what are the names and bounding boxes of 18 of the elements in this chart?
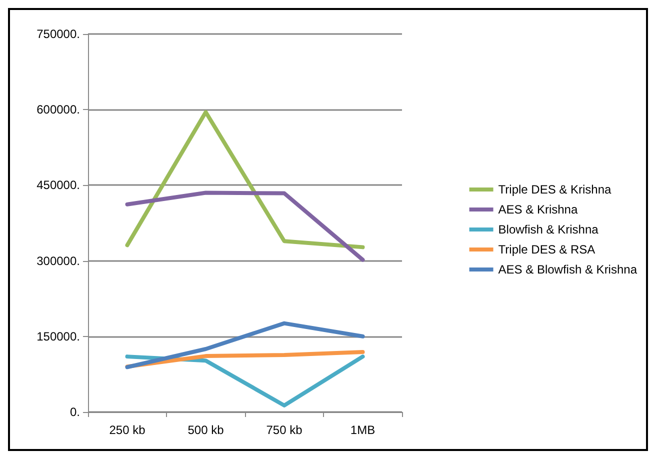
y-tick-label: 600000. — [36, 102, 80, 117]
legend-label: Triple DES & Krishna — [498, 182, 612, 196]
line-series — [125, 110, 365, 250]
y-tick-label: 150000. — [36, 329, 80, 344]
x-tick-label: 750 kb — [266, 423, 303, 437]
line-series — [125, 190, 365, 262]
legend-label: AES & Krishna — [498, 202, 578, 216]
x-tick-label: 1MB — [350, 423, 376, 437]
y-tick-label: 300000. — [36, 254, 80, 268]
legend-label: Triple DES & RSA — [498, 242, 596, 256]
y-tick-label: 450000. — [36, 178, 80, 192]
y-tick-label: 0. — [70, 405, 80, 419]
x-tick-label: 250 kb — [109, 423, 146, 437]
line-series — [125, 321, 365, 370]
x-tick-label: 500 kb — [188, 423, 224, 437]
legend-label: Blowfish & Krishna — [498, 222, 599, 236]
y-tick-label: 750000. — [36, 27, 80, 41]
legend-label: AES & Blowfish & Krishna — [498, 262, 638, 276]
